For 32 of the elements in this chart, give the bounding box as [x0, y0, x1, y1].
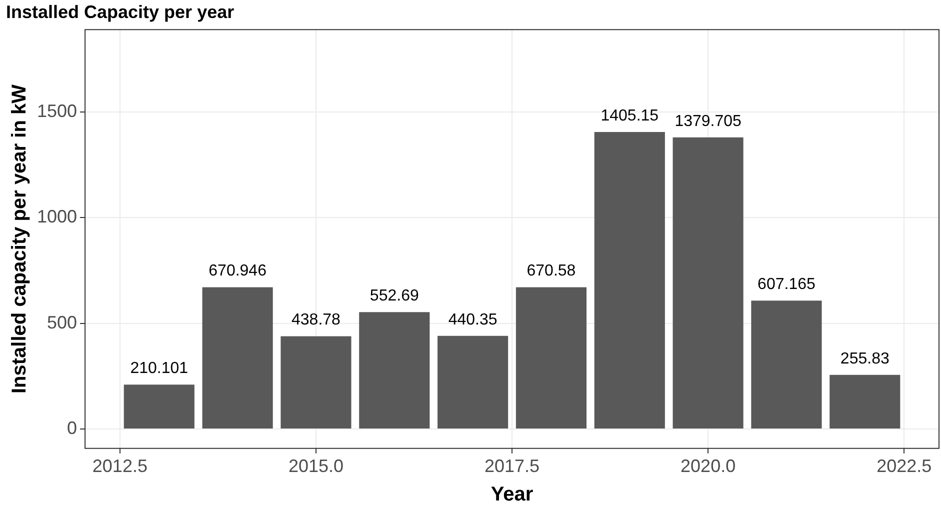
bar [124, 384, 194, 428]
bar [830, 374, 900, 428]
bar [202, 287, 273, 428]
bar [751, 300, 822, 428]
y-tick-label: 500 [46, 312, 78, 332]
x-tick-label: 2012.5 [92, 456, 148, 476]
bar [516, 287, 587, 428]
data-label: 440.35 [448, 311, 498, 328]
data-label: 438.78 [292, 312, 341, 329]
bar [438, 336, 508, 428]
chart-title: Installed Capacity per year [6, 2, 234, 22]
y-tick-label: 0 [67, 418, 78, 438]
bar [672, 137, 744, 428]
data-label: 552.69 [370, 288, 419, 305]
x-tick-label: 2020.0 [680, 456, 736, 476]
data-label: 1405.15 [600, 107, 659, 124]
data-label: 607.165 [758, 276, 816, 294]
bar [594, 132, 665, 428]
x-tick-label: 2015.0 [288, 456, 344, 476]
y-axis-title: Installed capacity per year in kW [8, 84, 31, 394]
data-label: 255.83 [840, 350, 890, 368]
data-label: 210.101 [130, 360, 188, 377]
data-label: 1379.705 [674, 112, 742, 130]
data-label: 670.946 [208, 262, 267, 280]
bar [280, 336, 352, 428]
data-label: 670.58 [526, 262, 576, 280]
x-axis-title: Year [490, 484, 534, 506]
x-tick-label: 2022.5 [876, 456, 932, 476]
y-tick-label: 1500 [36, 100, 78, 121]
bar [359, 312, 430, 428]
y-tick-label: 1000 [36, 206, 78, 227]
x-tick-label: 2017.5 [484, 456, 540, 476]
